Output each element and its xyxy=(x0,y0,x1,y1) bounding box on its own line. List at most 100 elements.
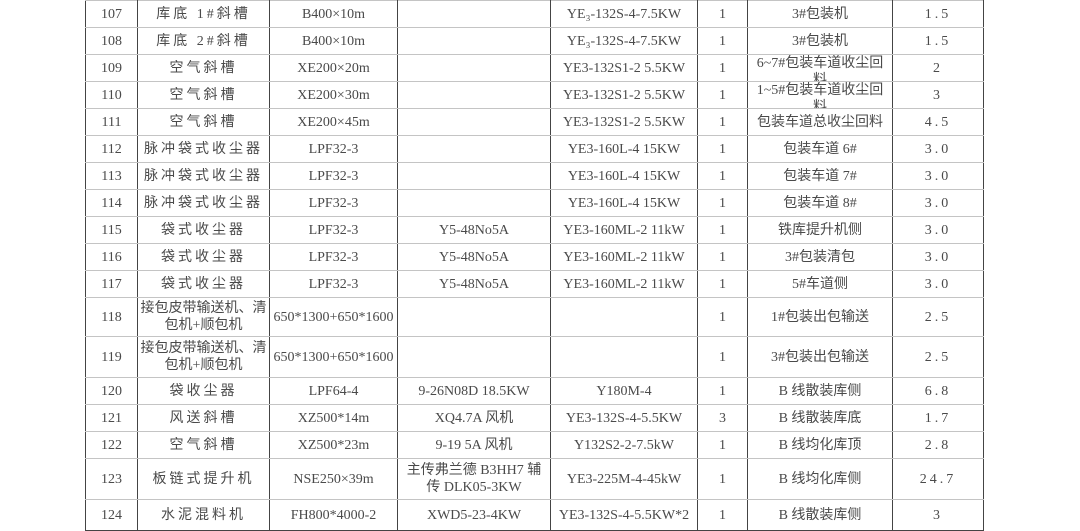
power-cell: 2.8 xyxy=(892,431,984,459)
equipment-name: 风送斜槽 xyxy=(169,410,238,426)
motor-model: YE3-132S1-2 5.5KW xyxy=(562,114,686,130)
equipment-name-cell: 空气斜槽 xyxy=(137,108,270,136)
power: 3.0 xyxy=(924,249,952,265)
quantity: 1 xyxy=(719,222,726,238)
quantity: 1 xyxy=(719,471,726,487)
row-number: 117 xyxy=(101,276,122,292)
table-row: 109 空气斜槽 XE200×20m YE3-132S1-2 5.5KW 1 6~7#包装… xyxy=(85,54,984,82)
power: 3 xyxy=(933,87,943,103)
equipment-name-cell: 水泥混料机 xyxy=(137,499,270,531)
fan-model-cell xyxy=(397,81,551,109)
table-row: 107 库底 1#斜槽 B400×10m YE₃-132S-4-7.5KW 1 3#包装机… xyxy=(85,0,984,28)
location: 3#包装出包输送 xyxy=(771,349,869,365)
spec-cell: XZ500*14m xyxy=(269,404,398,432)
spec: LPF64-4 xyxy=(308,383,359,399)
row-number-cell: 108 xyxy=(85,27,138,55)
motor-model-cell: YE3-160ML-2 11kW xyxy=(550,216,698,244)
location: 5#车道侧 xyxy=(792,276,848,292)
location: 包装车道 6# xyxy=(783,141,857,157)
location-cell: B 线散装库侧 xyxy=(747,377,893,405)
equipment-name-cell: 空气斜槽 xyxy=(137,54,270,82)
fan-model-cell: 9-26N08D 18.5KW xyxy=(397,377,551,405)
spec-cell: B400×10m xyxy=(269,0,398,28)
location: 3#包装机 xyxy=(792,6,848,22)
location-cell: 3#包装清包 xyxy=(747,243,893,271)
fan-model: XWD5-23-4KW xyxy=(426,507,522,523)
quantity-cell: 1 xyxy=(697,499,748,531)
motor-model: YE3-132S1-2 5.5KW xyxy=(562,60,686,76)
location: B 线散装库侧 xyxy=(778,383,862,399)
quantity-cell: 1 xyxy=(697,54,748,82)
spec: XZ500*14m xyxy=(297,410,370,426)
motor-model: YE3-160ML-2 11kW xyxy=(563,276,685,292)
row-number: 123 xyxy=(101,471,122,487)
quantity-cell: 1 xyxy=(697,336,748,378)
quantity-cell: 1 xyxy=(697,81,748,109)
fan-model-cell xyxy=(397,0,551,28)
power: 4.5 xyxy=(924,114,952,130)
table-row: 111 空气斜槽 XE200×45m YE3-132S1-2 5.5KW 1 包装车道总收… xyxy=(85,108,984,136)
motor-model-cell xyxy=(550,297,698,337)
row-number: 114 xyxy=(101,195,122,211)
spec-cell: NSE250×39m xyxy=(269,458,398,500)
table-row: 112 脉冲袋式收尘器 LPF32-3 YE3-160L-4 15KW 1 包装车道 6#… xyxy=(85,135,984,163)
power-cell: 3.0 xyxy=(892,216,984,244)
quantity: 1 xyxy=(719,249,726,265)
quantity: 1 xyxy=(719,195,726,211)
row-number-cell: 110 xyxy=(85,81,138,109)
power: 24.7 xyxy=(919,471,957,487)
table-row: 118 接包皮带输送机、清包机+顺包机 650*1300+650*1600 1 1#包装… xyxy=(85,297,984,337)
spec-cell: LPF64-4 xyxy=(269,377,398,405)
power-cell: 3 xyxy=(892,499,984,531)
row-number-cell: 112 xyxy=(85,135,138,163)
row-number-cell: 115 xyxy=(85,216,138,244)
motor-model-cell: YE3-132S-4-5.5KW*2 xyxy=(550,499,698,531)
location-cell: 包装车道 8# xyxy=(747,189,893,217)
location-cell: 1#包装出包输送 xyxy=(747,297,893,337)
row-number-cell: 119 xyxy=(85,336,138,378)
equipment-name: 接包皮带输送机、清包机+顺包机 xyxy=(140,301,267,333)
row-number-cell: 109 xyxy=(85,54,138,82)
equipment-name-cell: 接包皮带输送机、清包机+顺包机 xyxy=(137,297,270,337)
fan-model-cell: 主传弗兰德 B3HH7 辅传 DLK05-3KW xyxy=(397,458,551,500)
quantity-cell: 1 xyxy=(697,189,748,217)
quantity: 1 xyxy=(719,507,726,523)
spec: LPF32-3 xyxy=(308,276,359,292)
location: 包装车道 8# xyxy=(783,195,857,211)
row-number: 107 xyxy=(101,6,122,22)
location: B 线均化库侧 xyxy=(778,471,862,487)
fan-model-cell: Y5-48No5A xyxy=(397,243,551,271)
power: 3.0 xyxy=(924,222,952,238)
power-cell: 6.8 xyxy=(892,377,984,405)
spec: XZ500*23m xyxy=(297,437,370,453)
location: 3#包装机 xyxy=(792,33,848,49)
fan-model: 9-26N08D 18.5KW xyxy=(418,383,530,399)
power-cell: 3.0 xyxy=(892,135,984,163)
motor-model: YE₃-132S-4-7.5KW xyxy=(566,33,682,49)
motor-model-cell: Y180M-4 xyxy=(550,377,698,405)
spec-cell: 650*1300+650*1600 xyxy=(269,336,398,378)
equipment-name: 库底 1#斜槽 xyxy=(156,6,251,22)
fan-model: Y5-48No5A xyxy=(439,249,509,265)
quantity-cell: 1 xyxy=(697,377,748,405)
motor-model-cell xyxy=(550,336,698,378)
location-cell: 3#包装出包输送 xyxy=(747,336,893,378)
table-row: 108 库底 2#斜槽 B400×10m YE₃-132S-4-7.5KW 1 3#包装机… xyxy=(85,27,984,55)
equipment-name: 空气斜槽 xyxy=(169,87,238,103)
power-cell: 2 xyxy=(892,54,984,82)
motor-model: YE3-132S-4-5.5KW xyxy=(565,410,683,426)
motor-model-cell: YE₃-132S-4-7.5KW xyxy=(550,0,698,28)
motor-model: Y132S2-2-7.5kW xyxy=(574,437,674,453)
row-number: 122 xyxy=(101,437,122,453)
equipment-name: 脉冲袋式收尘器 xyxy=(144,168,263,184)
spec: B400×10m xyxy=(301,33,366,49)
motor-model: Y180M-4 xyxy=(596,383,652,399)
spec: FH800*4000-2 xyxy=(290,507,377,523)
table-row: 122 空气斜槽 XZ500*23m 9-19 5A 风机 Y132S2-2-7.5kW… xyxy=(85,431,984,459)
equipment-name: 袋式收尘器 xyxy=(161,222,246,238)
motor-model-cell: YE3-160L-4 15KW xyxy=(550,135,698,163)
equipment-name-cell: 袋式收尘器 xyxy=(137,243,270,271)
location-cell: 铁库提升机侧 xyxy=(747,216,893,244)
power: 2.8 xyxy=(924,437,952,453)
location-cell: 包装车道 7# xyxy=(747,162,893,190)
